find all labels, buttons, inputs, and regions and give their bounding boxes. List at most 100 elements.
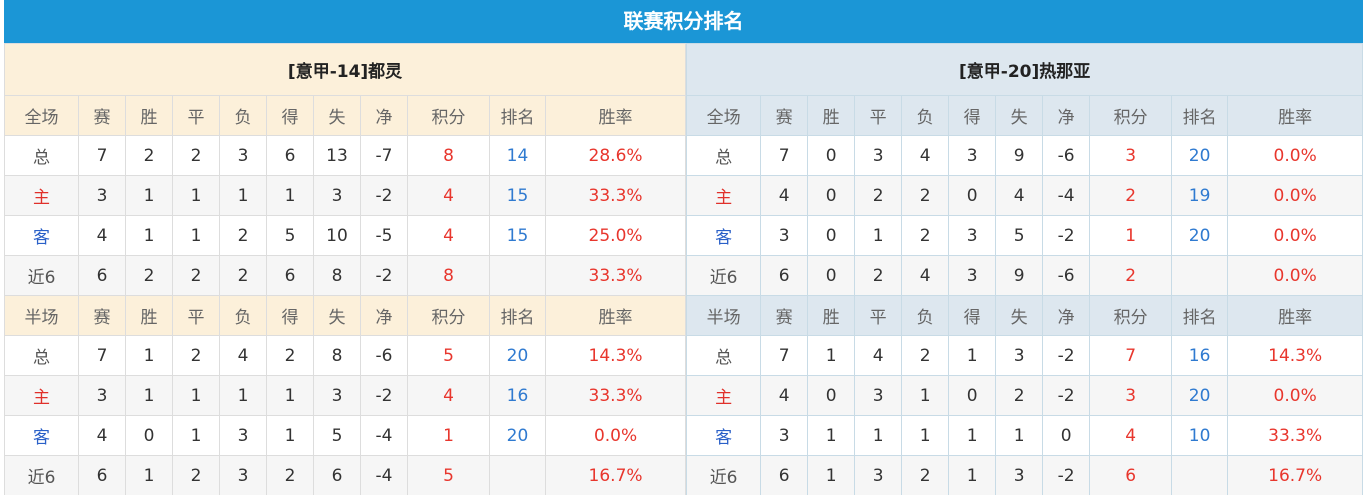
cell-gf: 1 [266, 175, 314, 216]
cell-gf: 0 [948, 375, 997, 416]
column-header-rate: 胜率 [1227, 295, 1363, 336]
cell-scope: 主 [686, 175, 762, 216]
cell-scope: 总 [686, 335, 762, 376]
cell-rank: 10 [1171, 415, 1229, 456]
cell-points: 7 [1089, 335, 1173, 376]
table-row: 主 3 1 1 1 1 3 -2 4 16 33.3% [4, 375, 687, 416]
cell-gf: 5 [266, 215, 314, 256]
team-name: [意甲-20]热那亚 [686, 43, 1363, 96]
cell-loss: 1 [901, 415, 950, 456]
cell-rate: 0.0% [1227, 255, 1363, 296]
column-header-draw: 平 [854, 95, 903, 136]
cell-rate: 0.0% [1227, 215, 1363, 256]
cell-gd: -6 [360, 335, 408, 376]
cell-rank: 15 [489, 215, 546, 256]
cell-win: 1 [125, 175, 173, 216]
cell-scope: 客 [4, 415, 79, 456]
cell-loss: 4 [901, 135, 950, 176]
column-header-points: 积分 [1089, 95, 1173, 136]
cell-gd: -5 [360, 215, 408, 256]
cell-ga: 5 [995, 215, 1044, 256]
cell-points: 2 [1089, 255, 1173, 296]
cell-gf: 1 [948, 455, 997, 495]
cell-scope: 客 [4, 215, 79, 256]
cell-loss: 2 [219, 255, 267, 296]
cell-points: 3 [1089, 135, 1173, 176]
cell-rate: 0.0% [1227, 175, 1363, 216]
column-header-rank: 排名 [1171, 295, 1229, 336]
cell-played: 6 [78, 255, 126, 296]
table-row: 主 4 0 2 2 0 4 -4 2 19 0.0% [686, 175, 1363, 216]
column-header-gf: 得 [948, 295, 997, 336]
cell-rank [1171, 455, 1229, 495]
table-row: 主 3 1 1 1 1 3 -2 4 15 33.3% [4, 175, 687, 216]
cell-points: 8 [407, 135, 490, 176]
cell-points: 4 [407, 215, 490, 256]
cell-played: 7 [760, 135, 809, 176]
table-row: 总 7 1 2 4 2 8 -6 5 20 14.3% [4, 335, 687, 376]
column-header-gf: 得 [266, 95, 314, 136]
cell-scope: 主 [686, 375, 762, 416]
cell-win: 1 [125, 455, 173, 495]
column-header-played: 赛 [760, 95, 809, 136]
cell-played: 3 [760, 215, 809, 256]
cell-gf: 6 [266, 255, 314, 296]
cell-draw: 1 [172, 175, 220, 216]
cell-points: 1 [1089, 215, 1173, 256]
full-header-row: 全场赛胜平负得失净积分 排名 胜率 [686, 95, 1363, 136]
cell-played: 3 [78, 375, 126, 416]
panel-title: 联赛积分排名 [4, 0, 1363, 43]
table-row: 近6 6 2 2 2 6 8 -2 8 33.3% [4, 255, 687, 296]
table-row: 客 3 0 1 2 3 5 -2 1 20 0.0% [686, 215, 1363, 256]
column-header-gf: 得 [266, 295, 314, 336]
column-header-ga: 失 [995, 95, 1044, 136]
table-row: 近6 6 1 2 3 2 6 -4 5 16.7% [4, 455, 687, 495]
cell-points: 6 [1089, 455, 1173, 495]
cell-gd: -2 [360, 375, 408, 416]
table-row: 客 4 0 1 3 1 5 -4 1 20 0.0% [4, 415, 687, 456]
cell-rank: 20 [489, 335, 546, 376]
cell-scope: 客 [686, 215, 762, 256]
cell-rank: 16 [1171, 335, 1229, 376]
table-row: 客 3 1 1 1 1 1 0 4 10 33.3% [686, 415, 1363, 456]
cell-ga: 6 [313, 455, 361, 495]
cell-ga: 10 [313, 215, 361, 256]
column-header-loss: 负 [901, 295, 950, 336]
cell-draw: 1 [172, 215, 220, 256]
column-header-rank: 排名 [489, 95, 546, 136]
cell-gf: 1 [948, 335, 997, 376]
column-header-rank: 排名 [1171, 95, 1229, 136]
cell-rank: 20 [1171, 135, 1229, 176]
column-header-rate: 胜率 [1227, 95, 1363, 136]
column-header-rate: 胜率 [544, 295, 687, 336]
cell-played: 6 [760, 455, 809, 495]
cell-loss: 3 [219, 455, 267, 495]
cell-played: 7 [760, 335, 809, 376]
cell-draw: 1 [172, 415, 220, 456]
cell-rate: 33.3% [1227, 415, 1363, 456]
cell-gf: 1 [266, 415, 314, 456]
cell-win: 0 [807, 255, 856, 296]
cell-scope: 近6 [4, 455, 79, 495]
cell-played: 6 [760, 255, 809, 296]
column-header-played: 赛 [760, 295, 809, 336]
cell-ga: 3 [995, 455, 1044, 495]
column-header-points: 积分 [1089, 295, 1173, 336]
cell-played: 7 [78, 335, 126, 376]
column-header-win: 胜 [125, 295, 173, 336]
cell-points: 4 [407, 375, 490, 416]
cell-gd: -6 [1042, 135, 1091, 176]
column-header-draw: 平 [172, 295, 220, 336]
cell-rank [1171, 255, 1229, 296]
cell-draw: 1 [854, 215, 903, 256]
team-name: [意甲-14]都灵 [4, 43, 687, 96]
cell-gd: -6 [1042, 255, 1091, 296]
cell-rate: 0.0% [1227, 135, 1363, 176]
column-header-gd: 净 [1042, 295, 1091, 336]
cell-ga: 4 [995, 175, 1044, 216]
cell-scope: 近6 [686, 455, 762, 495]
cell-ga: 2 [995, 375, 1044, 416]
cell-rank [489, 455, 546, 495]
cell-ga: 9 [995, 255, 1044, 296]
cell-scope: 总 [4, 335, 79, 376]
